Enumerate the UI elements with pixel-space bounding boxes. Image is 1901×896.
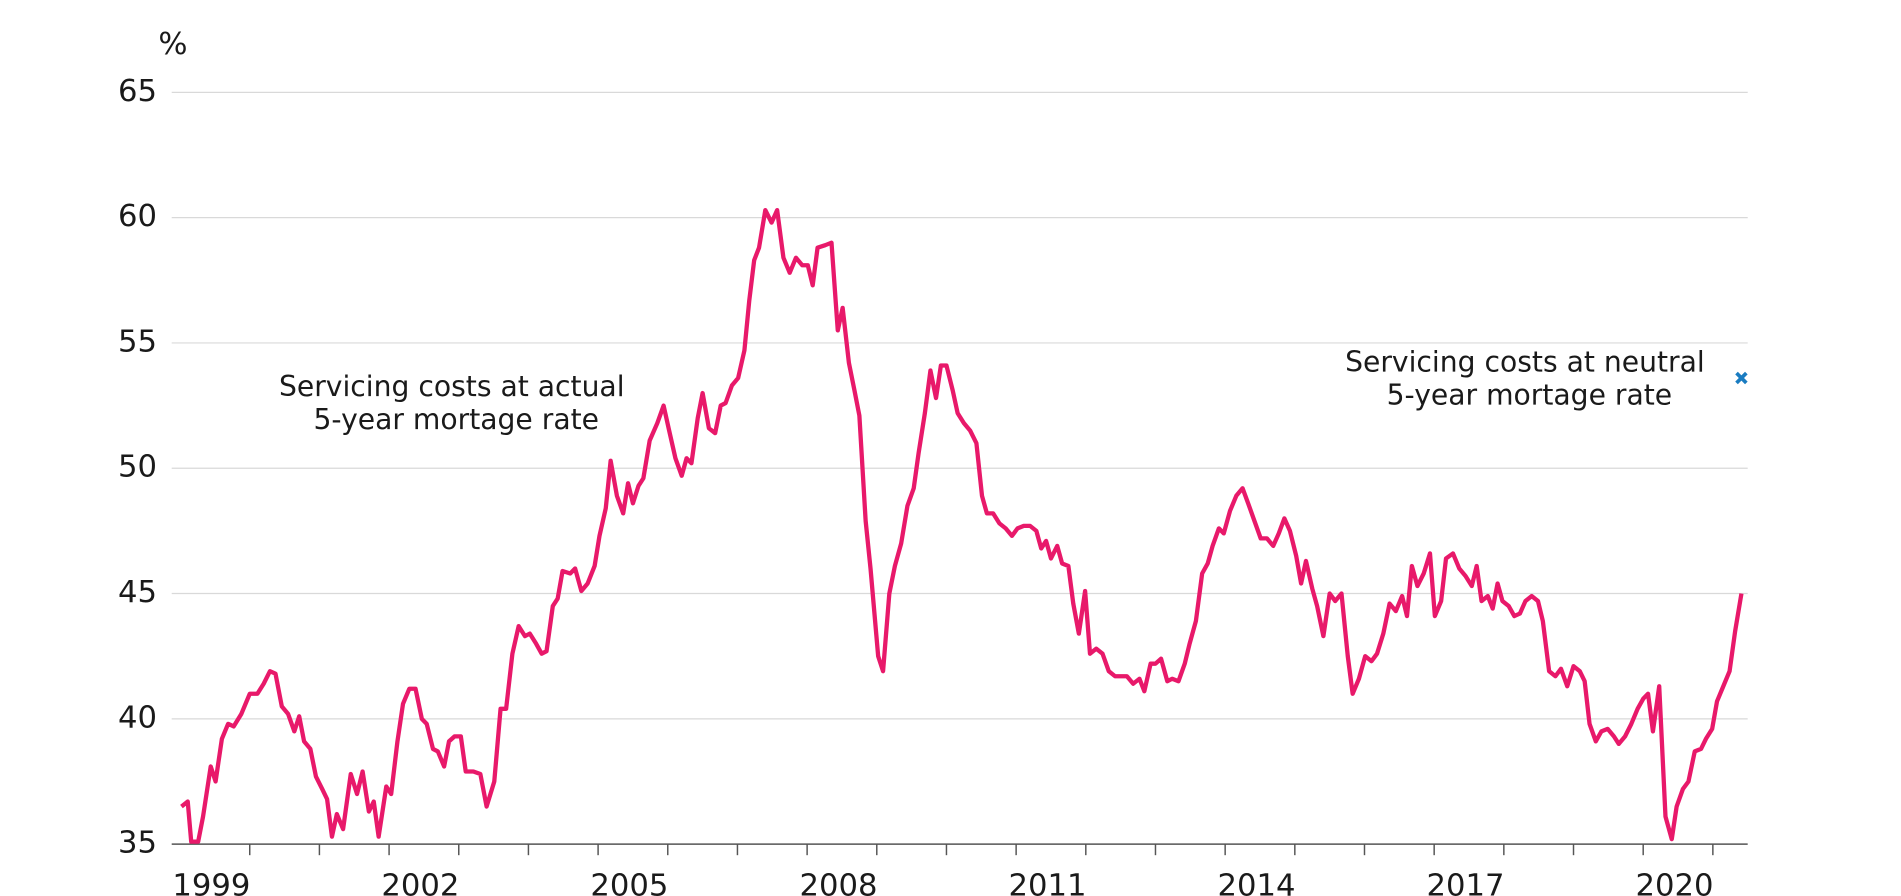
y-tick-label: 40 [118,700,157,735]
series-label-line: 5-year mortage rate [1387,378,1673,411]
y-tick-label: 55 [118,324,157,359]
x-tick-label: 2005 [590,869,668,896]
data-point [1735,371,1748,385]
x-tick-label: 2014 [1217,869,1295,896]
x-tick-label: 1999 [172,869,250,896]
series-label-line: 5-year mortage rate [313,403,599,436]
x-tick-label: 2017 [1427,869,1505,896]
x-tick-label: 2011 [1008,869,1086,896]
series-label: Servicing costs at neutral 5-year mortag… [1345,345,1714,411]
series-label: Servicing costs at actual 5-year mortage… [279,370,634,436]
x-tick-label: 2008 [799,869,877,896]
y-tick-label: 65 [118,74,157,109]
x-tick-label: 2002 [381,869,459,896]
series-label-line: Servicing costs at actual [279,370,634,403]
x-tick-label: 2020 [1636,869,1714,896]
data-line [180,207,1744,844]
y-axis-label: % [158,27,187,62]
y-tick-label: 45 [118,575,157,610]
y-tick-label: 50 [118,450,157,485]
series-label-line: Servicing costs at neutral [1345,345,1714,378]
y-tick-label: 35 [118,826,157,861]
y-tick-label: 60 [118,199,157,234]
